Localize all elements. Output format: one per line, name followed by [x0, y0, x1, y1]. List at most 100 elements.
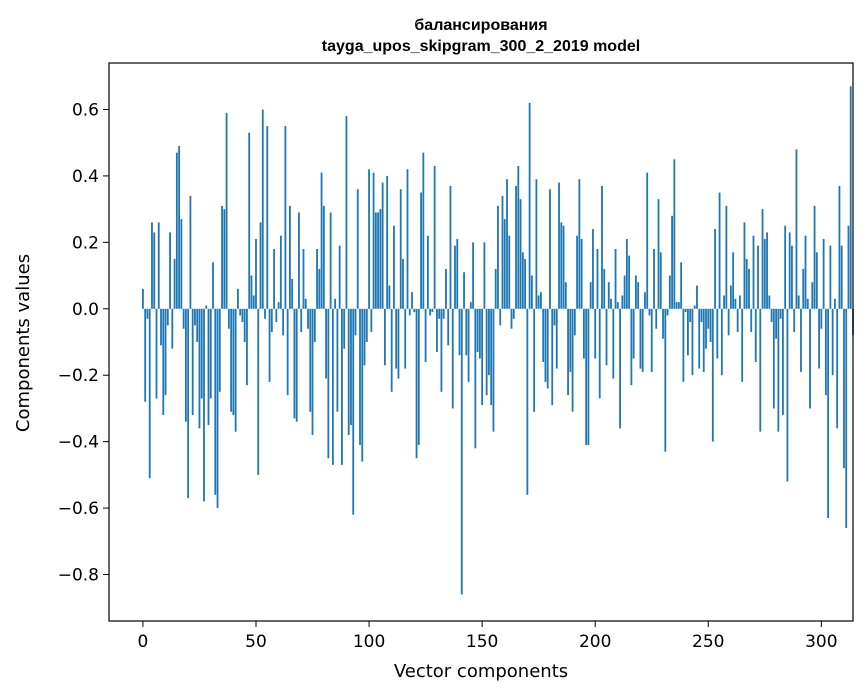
bar: [309, 308, 312, 412]
bar: [845, 308, 848, 528]
bar: [488, 308, 490, 376]
bar: [847, 225, 850, 309]
axis-ticks: 0 50 100 150 200 250 300 −0.8 −0.6 −0.4 −0.2 0.0 0.2…: [58, 101, 838, 653]
bar: [151, 222, 153, 309]
bar: [286, 308, 289, 396]
bar: [316, 249, 318, 309]
bar: [227, 308, 230, 329]
bar: [612, 308, 615, 379]
bar: [797, 295, 800, 309]
bar: [289, 205, 291, 309]
bar: [327, 308, 330, 459]
bar: [519, 199, 522, 309]
bar: [542, 308, 545, 362]
bar: [322, 205, 325, 309]
bar: [605, 308, 608, 366]
bar: [291, 278, 294, 309]
y-tick-label: −0.4: [58, 433, 99, 453]
bar: [535, 179, 538, 309]
bar: [659, 252, 662, 309]
bar: [777, 308, 780, 432]
bar: [277, 302, 280, 309]
bar: [166, 308, 169, 326]
bar: [212, 262, 214, 309]
bar: [345, 116, 348, 309]
bar: [203, 308, 205, 502]
bar: [772, 308, 775, 409]
bar: [668, 275, 671, 309]
bar: [635, 275, 637, 309]
bar: [368, 169, 370, 309]
bar: [397, 308, 400, 379]
chart-title-line-2: tayga_upos_skipgram_300_2_2019 model: [322, 38, 640, 55]
y-tick-label: 0.0: [72, 300, 99, 320]
y-axis-label: Components values: [13, 254, 34, 432]
bar: [655, 308, 658, 329]
bar: [465, 308, 468, 356]
bar: [218, 308, 221, 392]
bar: [501, 195, 504, 309]
bar: [352, 308, 355, 515]
bar: [748, 268, 750, 309]
bar: [499, 308, 502, 326]
x-tick-label: 250: [692, 632, 724, 652]
bar: [576, 235, 579, 309]
bar: [781, 308, 784, 416]
y-tick-label: −0.8: [58, 566, 99, 586]
bar: [343, 308, 346, 349]
bar: [307, 308, 309, 329]
bar: [831, 308, 834, 376]
bar: [169, 232, 171, 309]
y-tick-label: −0.6: [58, 499, 99, 519]
bar: [157, 222, 160, 309]
bar: [650, 308, 653, 372]
bar: [632, 308, 635, 359]
bar: [325, 308, 327, 379]
bar: [261, 109, 264, 309]
bar: [395, 308, 398, 369]
bar: [829, 245, 832, 309]
bar: [187, 308, 190, 499]
bar: [372, 172, 375, 309]
bar: [171, 308, 174, 349]
bar: [687, 308, 689, 356]
bar: [334, 298, 337, 309]
bar: [824, 308, 827, 396]
bar: [497, 205, 499, 309]
bar: [743, 222, 746, 309]
bar: [359, 308, 361, 445]
bar: [329, 212, 332, 309]
bar: [365, 308, 368, 342]
x-axis-label: Vector components: [394, 661, 568, 682]
bar: [460, 308, 463, 595]
bar: [714, 229, 716, 309]
bar: [273, 249, 275, 309]
bar: [270, 308, 273, 333]
bar-series: [142, 86, 854, 595]
bar: [567, 308, 569, 396]
bar: [637, 282, 640, 309]
bar: [350, 308, 352, 426]
bar: [184, 308, 187, 422]
bar: [524, 258, 527, 309]
bar: [849, 86, 852, 309]
bar: [506, 179, 508, 309]
bar: [196, 308, 199, 342]
bar: [379, 209, 382, 309]
bar: [275, 308, 278, 323]
bar: [702, 308, 705, 372]
bar: [815, 252, 818, 309]
x-tick-label: 100: [353, 632, 385, 652]
bar: [761, 209, 764, 309]
bar: [175, 152, 178, 309]
bar: [426, 235, 429, 309]
bar: [483, 242, 486, 309]
bar: [492, 308, 495, 432]
bar: [843, 308, 845, 469]
bar: [435, 308, 438, 352]
plot-frame: [108, 62, 854, 622]
bar: [822, 239, 825, 309]
bar: [298, 212, 300, 309]
bar: [709, 308, 712, 342]
bar: [786, 308, 789, 482]
